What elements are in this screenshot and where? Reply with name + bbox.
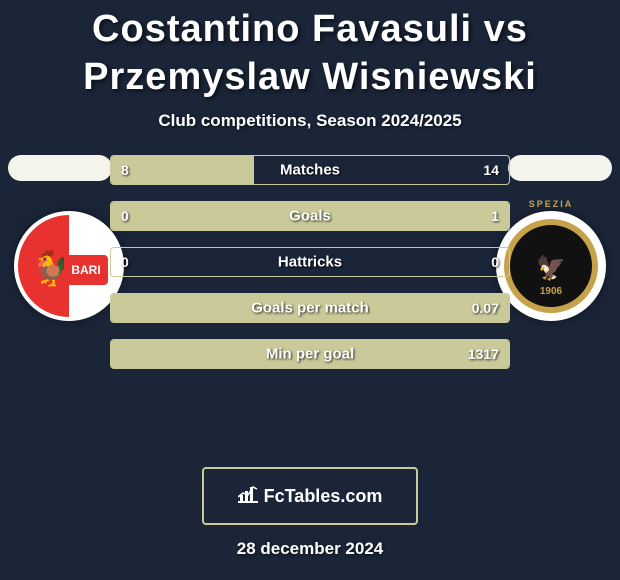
stat-right-value: 1 — [491, 208, 499, 224]
spezia-top-text: SPEZIA — [529, 199, 574, 209]
right-club-crest: SPEZIA 🦅 1906 — [496, 211, 606, 321]
stat-bars: 8 14 Matches 0 1 Goals 0 0 Hattricks 0.07 Goals pe… — [110, 155, 510, 385]
stat-right-value: 0.07 — [472, 300, 499, 316]
stat-left-value: 0 — [121, 254, 129, 270]
brand-badge: FcTables.com — [202, 467, 418, 525]
stat-row: 1317 Min per goal — [110, 339, 510, 369]
brand-text: FcTables.com — [264, 486, 383, 507]
stat-label: Goals — [289, 208, 331, 225]
stat-left-value: 0 — [121, 208, 129, 224]
right-pill — [508, 155, 612, 181]
eagle-icon: 🦅 — [536, 254, 566, 283]
date-text: 28 december 2024 — [0, 539, 620, 559]
stat-row: 0 1 Goals — [110, 201, 510, 231]
left-pill — [8, 155, 112, 181]
stat-row: 0 0 Hattricks — [110, 247, 510, 277]
stat-row: 8 14 Matches — [110, 155, 510, 185]
page-title: Costantino Favasuli vs Przemyslaw Wisnie… — [0, 0, 620, 101]
stat-label: Matches — [280, 162, 340, 179]
stat-label: Min per goal — [266, 346, 354, 363]
spezia-year: 1906 — [540, 286, 562, 297]
bari-badge-text: BARI — [64, 255, 108, 285]
stat-right-value: 1317 — [468, 346, 499, 362]
stat-fill-left — [111, 156, 254, 184]
subtitle: Club competitions, Season 2024/2025 — [0, 111, 620, 131]
stat-right-value: 0 — [491, 254, 499, 270]
stat-label: Hattricks — [278, 254, 342, 271]
comparison-area: 🐓 BARI SPEZIA 🦅 1906 814Matches01Goals00… — [0, 155, 620, 455]
stat-left-value: 8 — [121, 162, 129, 178]
stat-right-value: 14 — [483, 162, 499, 178]
stat-label: Goals per match — [251, 300, 369, 317]
chart-icon — [238, 485, 258, 508]
left-club-crest: 🐓 BARI — [14, 211, 124, 321]
stat-row: 0.07 Goals per match — [110, 293, 510, 323]
